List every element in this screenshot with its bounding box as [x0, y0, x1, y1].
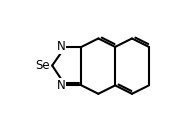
Text: Se: Se: [35, 59, 50, 72]
Text: N: N: [57, 40, 65, 53]
Text: N: N: [57, 79, 65, 92]
